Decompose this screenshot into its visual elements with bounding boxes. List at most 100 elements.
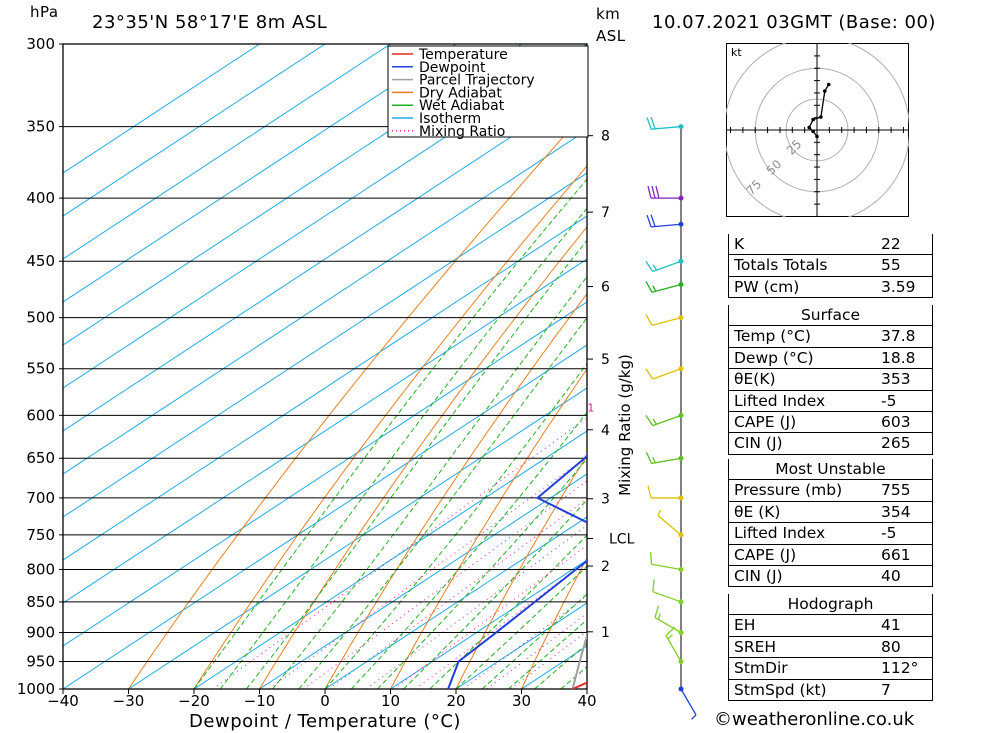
pressure-tick-label: 750 — [26, 526, 55, 544]
parcel-trajectory — [571, 631, 587, 689]
hodograph-index-row: StmSpd (kt) 7 — [728, 678, 933, 702]
hodograph-index-value: 112° — [875, 657, 933, 680]
wind-barb-staff — [652, 591, 682, 603]
wind-barb — [646, 214, 684, 228]
wind-barb-half-flag — [652, 418, 658, 425]
wind-barb-half-flag — [652, 264, 658, 271]
wet-adiabat-line — [272, 275, 587, 689]
lcl-label: LCL — [609, 531, 635, 547]
indices-table-general: K 22 Totals Totals 55 PW (cm) 3.59 — [728, 234, 933, 299]
pressure-unit-label: hPa — [30, 3, 59, 21]
wind-barb-flag — [655, 185, 660, 199]
datetime-header: 10.07.2021 03GMT (Base: 00) — [652, 12, 936, 33]
hodograph-index-row: SREH 80 — [728, 635, 933, 659]
dewpoint-profile — [447, 454, 587, 689]
dry-adiabat-line — [259, 226, 587, 689]
legend-entry: Mixing Ratio — [419, 124, 505, 140]
surface-index-value: 37.8 — [875, 325, 933, 348]
hodograph-index-label: SREH — [728, 635, 875, 659]
grid-layer — [63, 44, 587, 689]
wind-barb-flag — [645, 451, 653, 464]
wind-barb-flag — [647, 185, 652, 199]
isotherm-line — [63, 44, 391, 260]
wind-barb — [647, 485, 684, 501]
x-tick-label: −20 — [178, 692, 210, 710]
most-unstable-index-value: 354 — [875, 500, 933, 524]
mixing-ratio-axis-label: Mixing Ratio (g/kg) — [616, 354, 634, 496]
copyright[interactable]: ©weatheronline.co.uk — [714, 709, 915, 730]
hodograph-point — [807, 125, 811, 130]
surface-index-label: Temp (°C) — [728, 325, 875, 348]
legend-entry: Dewpoint — [419, 60, 486, 76]
wind-barb-staff — [652, 368, 682, 380]
pressure-tick-label: 950 — [26, 653, 55, 671]
wind-barb-flag — [647, 485, 652, 499]
general-index-value: 55 — [875, 254, 933, 277]
surface-index-value: 603 — [875, 411, 933, 434]
isotherm-line — [63, 44, 326, 217]
km-tick-label: 6 — [601, 280, 610, 296]
hodograph-point — [815, 134, 819, 139]
wind-barb — [647, 185, 684, 201]
wind-barb — [646, 116, 684, 130]
most-unstable-index-row: CAPE (J) 661 — [728, 543, 933, 567]
km-tick-label: 5 — [601, 352, 610, 368]
wind-barb — [645, 281, 684, 293]
wind-barb-half-flag — [691, 714, 697, 720]
km-tick-label: 3 — [601, 492, 610, 508]
pressure-tick-label: 400 — [26, 189, 55, 207]
wind-barb-flag — [652, 579, 655, 592]
isotherm-line — [63, 172, 587, 518]
x-tick-label: 10 — [381, 692, 400, 710]
pressure-tick-label: 1000 — [17, 680, 55, 698]
surface-index-value: -5 — [875, 389, 933, 413]
hodograph-index-label: StmDir — [728, 657, 875, 680]
wind-barb — [678, 686, 697, 720]
isotherm-line — [63, 44, 587, 389]
surface-index-row: Lifted Index -5 — [728, 389, 933, 413]
wind-barb-flag — [649, 551, 653, 565]
wind-profile — [645, 116, 697, 720]
wind-barb-staff — [651, 457, 682, 465]
wind-barb-flag — [645, 281, 653, 293]
wind-barb-half-flag — [667, 634, 673, 640]
hodograph-index-row: StmDir 112° — [728, 657, 933, 680]
hodograph-index-row: EH 41 — [728, 614, 933, 637]
wind-barb-flag — [646, 117, 652, 130]
wind-barb-flag — [651, 185, 656, 199]
legend-entry: Temperature — [418, 47, 508, 63]
x-axis-label: Dewpoint / Temperature (°C) — [189, 711, 461, 732]
most-unstable-index-row: CIN (J) 40 — [728, 565, 933, 588]
isotherm-line — [63, 129, 587, 475]
pressure-tick-label: 450 — [26, 252, 55, 270]
wind-barb-half-flag — [657, 613, 661, 620]
wet-adiabat-line — [377, 458, 587, 689]
km-tick-label: 8 — [601, 129, 610, 145]
legend-entry: Parcel Trajectory — [419, 73, 535, 89]
isotherm-line — [390, 559, 587, 689]
wind-barb-half-flag — [652, 285, 657, 292]
x-tick-label: 30 — [512, 692, 531, 710]
mixing-ratio-line — [415, 560, 587, 689]
isotherm-line — [193, 430, 587, 689]
most-unstable-index-label: Lifted Index — [728, 522, 875, 545]
x-tick-label: 40 — [577, 692, 596, 710]
hodograph-index-label: StmSpd (kt) — [728, 678, 875, 702]
most-unstable-index-row: Pressure (mb) 755 — [728, 479, 933, 502]
wind-barb-staff — [680, 688, 697, 716]
most-unstable-index-value: 661 — [875, 543, 933, 567]
x-tick-label: −10 — [244, 692, 276, 710]
most-unstable-index-label: CIN (J) — [728, 565, 875, 588]
most-unstable-title: Most Unstable — [728, 459, 933, 480]
pressure-tick-label: 500 — [26, 309, 55, 327]
wind-barb-flag — [650, 214, 656, 227]
wind-barb-staff — [652, 260, 682, 273]
wind-barb-staff — [654, 616, 682, 634]
pressure-tick-label: 550 — [26, 360, 55, 378]
dry-adiabat-line — [128, 109, 587, 689]
isotherm-line — [63, 44, 260, 174]
general-index-row: Totals Totals 55 — [728, 254, 933, 277]
pressure-tick-label: 800 — [26, 560, 55, 578]
x-tick-label: −30 — [113, 692, 145, 710]
